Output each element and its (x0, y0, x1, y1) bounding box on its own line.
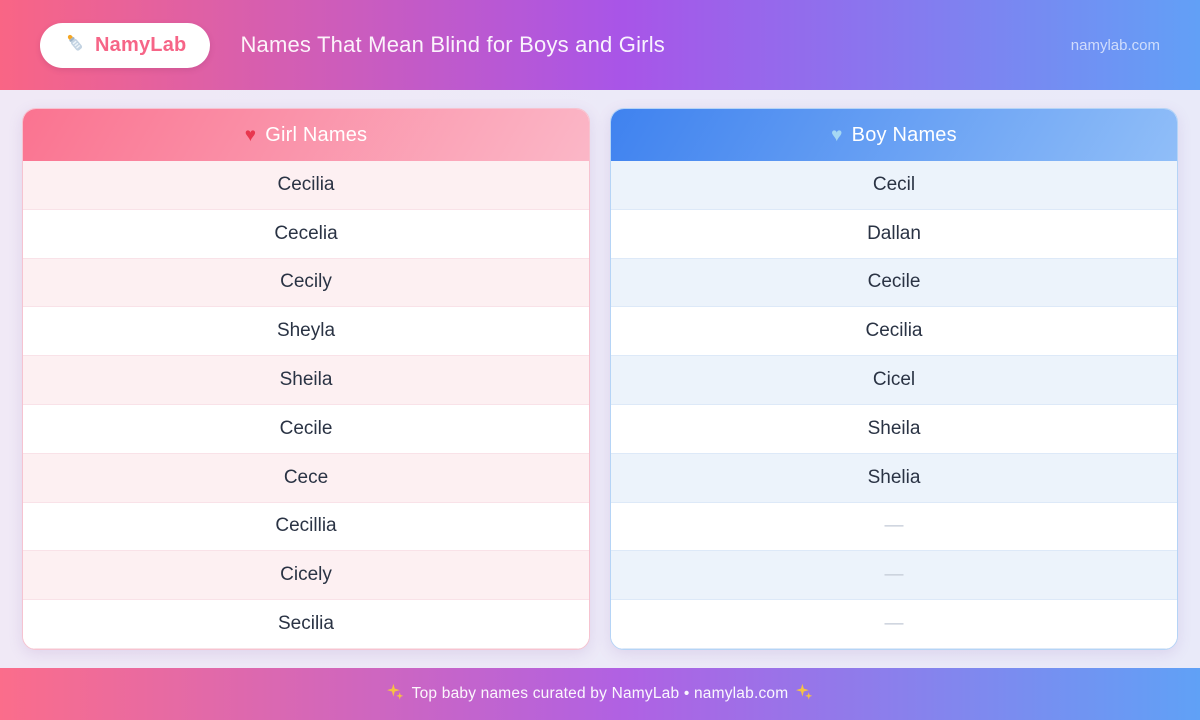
table-row: Cecilia (611, 307, 1177, 357)
sparkles-icon (386, 683, 404, 705)
girl-names-card: ♥ Girl Names Cecilia Cecelia Cecily Sheyla S… (22, 108, 590, 650)
name-cell: Cicely (280, 564, 332, 586)
boy-names-header: ♥ Boy Names (611, 109, 1177, 161)
table-row: Secilia (23, 600, 589, 649)
table-row: Cecil (611, 161, 1177, 210)
red-heart-icon: ♥ (244, 124, 257, 146)
site-url-text: namylab.com (1070, 36, 1160, 54)
boy-names-title: Boy Names (851, 123, 957, 146)
girl-names-header: ♥ Girl Names (23, 109, 589, 161)
page-title: Names That Mean Blind for Boys and Girls (240, 32, 665, 57)
girl-names-title: Girl Names (265, 123, 368, 146)
sparkles-icon (796, 683, 813, 705)
name-cell: Sheila (279, 369, 333, 391)
name-cell: Cece (283, 466, 329, 488)
table-row: Cecillia (23, 502, 589, 552)
table-row: Cecilia (23, 161, 589, 210)
table-row: Sheila (611, 404, 1177, 454)
name-cell: — (884, 515, 904, 537)
girl-names-list: Cecilia Cecelia Cecily Sheyla Sheila Cecile Ce… (23, 161, 589, 649)
logo-text: NamyLab (95, 33, 187, 56)
table-row: — (611, 551, 1177, 601)
table-row: Sheyla (23, 307, 589, 357)
name-cell: Cecile (279, 417, 333, 439)
name-cell: Cecily (280, 271, 332, 293)
name-cell: Shelia (867, 466, 921, 488)
table-row: — (611, 502, 1177, 552)
table-row: — (611, 600, 1177, 649)
name-cell: Cecilia (277, 173, 335, 195)
table-row: Cecelia (23, 209, 589, 259)
boy-names-card: ♥ Boy Names Cecil Dallan Cecile Cecilia Cice… (610, 108, 1178, 650)
table-row: Cecily (23, 258, 589, 308)
name-cell: Cecil (872, 173, 916, 195)
name-cell: Secilia (278, 613, 334, 635)
name-cell: Sheila (867, 417, 921, 439)
table-row: Cicel (611, 356, 1177, 405)
name-cell: — (884, 564, 904, 586)
name-cell: Sheyla (276, 320, 336, 342)
name-cell: Cecile (867, 271, 921, 293)
main-content: ♥ Girl Names Cecilia Cecelia Cecily Sheyla S… (0, 90, 1200, 668)
table-row: Cecile (611, 258, 1177, 308)
table-row: Cicely (23, 551, 589, 601)
name-cell: Cicel (872, 369, 916, 391)
table-row: Sheila (23, 356, 589, 405)
namylab-logo-pill: NamyLab (40, 22, 211, 68)
name-cell: — (884, 613, 904, 635)
table-row: Dallan (611, 209, 1177, 259)
name-cell: Cecillia (275, 515, 337, 537)
footer-bar: Top baby names curated by NamyLab • namy… (0, 668, 1200, 720)
table-row: Cece (23, 453, 589, 503)
footer-text: Top baby names curated by NamyLab • namy… (411, 685, 789, 702)
top-header-bar: NamyLab Names That Mean Blind for Boys a… (0, 0, 1200, 90)
name-cell: Cecilia (865, 320, 923, 342)
name-cell: Dallan (867, 222, 921, 244)
table-row: Cecile (23, 404, 589, 454)
name-cell: Cecelia (274, 222, 338, 244)
boy-names-list: Cecil Dallan Cecile Cecilia Cicel Sheila Sheli… (611, 161, 1177, 649)
table-row: Shelia (611, 453, 1177, 503)
light-blue-heart-icon: ♥ (831, 124, 843, 146)
baby-bottle-icon (64, 32, 86, 59)
